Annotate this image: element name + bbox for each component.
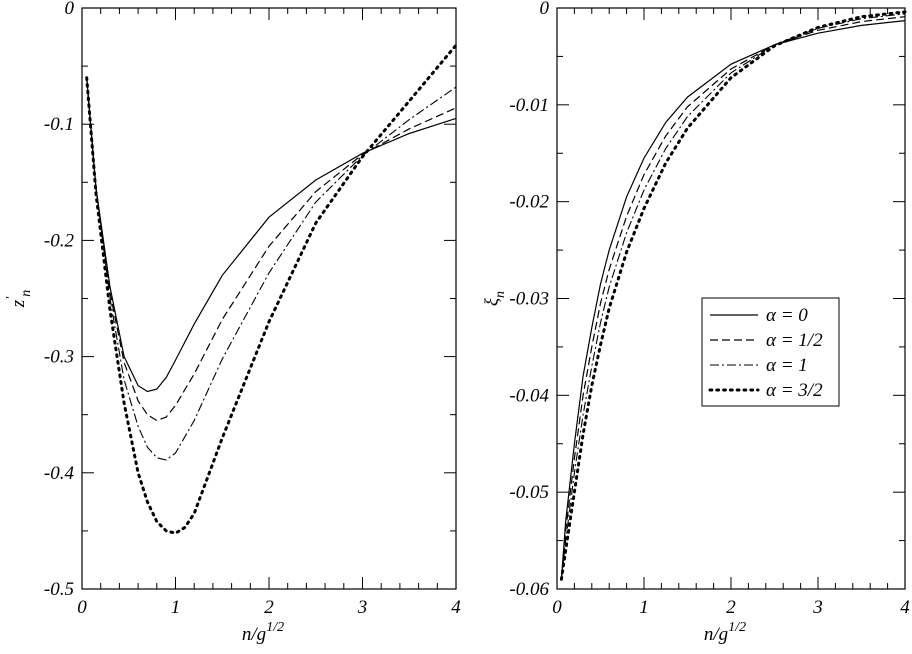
y-tick-label: -0.03 bbox=[509, 289, 549, 310]
legend-label: α = 3/2 bbox=[766, 380, 823, 401]
x-tick-label: 4 bbox=[900, 597, 910, 618]
y-tick-label: 0 bbox=[540, 0, 550, 19]
x-tick-label: 3 bbox=[357, 597, 368, 618]
x-axis-label: n/g1/2 bbox=[704, 620, 746, 645]
legend-label: α = 1 bbox=[766, 355, 808, 376]
series-line-dashdot bbox=[86, 77, 457, 461]
x-tick-label: 2 bbox=[264, 597, 274, 618]
y-axis-label: ξn bbox=[482, 291, 508, 306]
y-tick-label: -0.06 bbox=[509, 579, 549, 600]
legend: α = 0 α = 1/2 α = 1 α = 3/2 bbox=[701, 297, 840, 407]
series-line-dotted bbox=[559, 10, 907, 581]
y-tick-label: -0.05 bbox=[509, 482, 549, 503]
legend-label: α = 1/2 bbox=[766, 330, 823, 351]
x-tick-label: 1 bbox=[171, 597, 181, 618]
y-tick-label: 0 bbox=[65, 0, 75, 19]
y-axis-label: z'n bbox=[4, 290, 34, 308]
legend-box bbox=[701, 297, 840, 407]
y-tick-label: -0.2 bbox=[44, 230, 75, 251]
series-line-solid bbox=[86, 77, 457, 393]
legend-label: α = 0 bbox=[766, 305, 808, 326]
x-tick-label: 1 bbox=[639, 597, 649, 618]
y-tick-label: -0.02 bbox=[509, 192, 549, 213]
series-line-dashed bbox=[86, 77, 457, 422]
x-tick-label: 3 bbox=[812, 597, 823, 618]
y-tick-label: -0.4 bbox=[44, 463, 75, 484]
series-line-solid bbox=[560, 20, 906, 580]
series-line-dashed bbox=[560, 16, 906, 580]
y-tick-label: -0.01 bbox=[509, 95, 549, 116]
y-tick-label: -0.3 bbox=[44, 347, 74, 368]
x-tick-label: 2 bbox=[726, 597, 736, 618]
plot-frame bbox=[81, 7, 457, 590]
series-line-dotted bbox=[85, 43, 458, 535]
x-axis-label: n/g1/2 bbox=[242, 620, 284, 645]
x-tick-label: 0 bbox=[552, 597, 562, 618]
y-tick-label: -0.1 bbox=[44, 114, 74, 135]
y-tick-label: -0.04 bbox=[509, 385, 549, 406]
left-panel-z-n: 0 1 2 3 4 0 -0.1 -0.2 -0.3 -0.4 -0.5 n/g1/2 z'n bbox=[4, 0, 461, 645]
series-line-dashdot bbox=[560, 13, 906, 580]
right-panel-xi-n: 0 1 2 3 4 0 -0.01 -0.02 -0.03 -0.04 -0.05 -0.06 n/g1… bbox=[482, 0, 910, 645]
y-tick-label: -0.5 bbox=[44, 579, 74, 600]
x-tick-label: 4 bbox=[451, 597, 461, 618]
x-tick-label: 0 bbox=[77, 597, 87, 618]
